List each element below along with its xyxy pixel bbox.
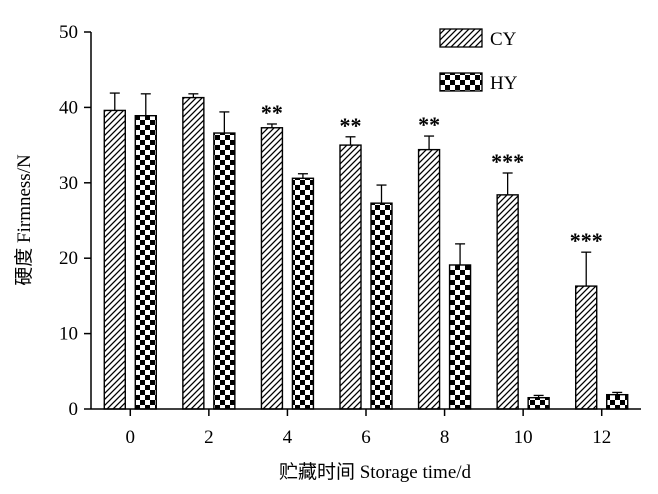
y-tick-label-30: 30	[59, 173, 78, 194]
x-tick-label-12: 12	[592, 427, 611, 448]
error-bar-cy-2	[188, 93, 199, 98]
bar-cy-2	[182, 96, 205, 410]
x-tick-label-0: 0	[126, 427, 136, 448]
bar-cy-0	[103, 109, 126, 410]
x-tick-label-2: 2	[204, 427, 214, 448]
significance-marker-12: ***	[570, 228, 603, 253]
legend-label-hy: HY	[490, 73, 518, 94]
y-tick-label-10: 10	[59, 324, 78, 345]
bar-cy-4	[260, 127, 284, 410]
x-tick-label-10: 10	[514, 427, 533, 448]
legend-item-cy: CY	[439, 28, 517, 50]
bar-hy-4	[291, 177, 315, 410]
y-axis-title: 硬度 Firmness/N	[13, 154, 35, 286]
x-tick-label-8: 8	[440, 427, 450, 448]
y-tick-label-40: 40	[59, 97, 78, 118]
x-tick-label-4: 4	[283, 427, 293, 448]
error-bar-cy-8	[424, 135, 435, 150]
bar-cy-12	[575, 285, 598, 410]
x-axis-title: 贮藏时间 Storage time/d	[279, 461, 472, 483]
y-tick-label-0: 0	[69, 399, 79, 420]
bar-hy-0	[134, 114, 157, 410]
significance-marker-6: **	[340, 113, 362, 138]
error-bar-hy-10	[533, 394, 544, 398]
significance-marker-8: **	[418, 112, 440, 137]
bar-hy-6	[370, 202, 393, 410]
legend: CY HY	[439, 28, 518, 94]
error-bar-cy-4	[266, 123, 277, 128]
legend-swatch-cy	[439, 28, 483, 48]
y-axis: 0 10 20 30 40 50	[59, 22, 92, 420]
error-bar-hy-8	[455, 243, 466, 265]
error-bar-cy-12	[581, 251, 592, 287]
error-bar-hy-0	[140, 93, 151, 116]
significance-marker-4: **	[261, 100, 283, 125]
error-bar-hy-12	[612, 391, 623, 395]
error-bar-cy-10	[502, 172, 513, 195]
error-bar-hy-6	[376, 184, 387, 204]
y-tick-label-50: 50	[59, 22, 78, 43]
x-tick-label-6: 6	[361, 427, 371, 448]
bar-hy-12	[606, 393, 629, 410]
x-axis: 0 2 4 6 8 10 12	[91, 408, 641, 448]
bar-cy-6	[339, 144, 362, 410]
bar-cy-8	[417, 148, 441, 410]
bar-hy-10	[527, 396, 550, 410]
legend-item-hy: HY	[439, 72, 518, 94]
error-bar-hy-4	[297, 173, 308, 179]
significance-marker-10: ***	[491, 149, 524, 174]
error-bar-hy-2	[219, 111, 230, 134]
bar-hy-8	[448, 264, 472, 410]
y-tick-label-20: 20	[59, 248, 78, 269]
plot-area: **** ********	[103, 92, 629, 410]
bar-hy-2	[213, 132, 236, 410]
error-bar-cy-0	[109, 92, 120, 111]
bar-cy-10	[496, 194, 519, 410]
legend-label-cy: CY	[490, 29, 517, 50]
legend-swatch-hy	[439, 72, 483, 92]
error-bar-cy-6	[345, 136, 356, 146]
